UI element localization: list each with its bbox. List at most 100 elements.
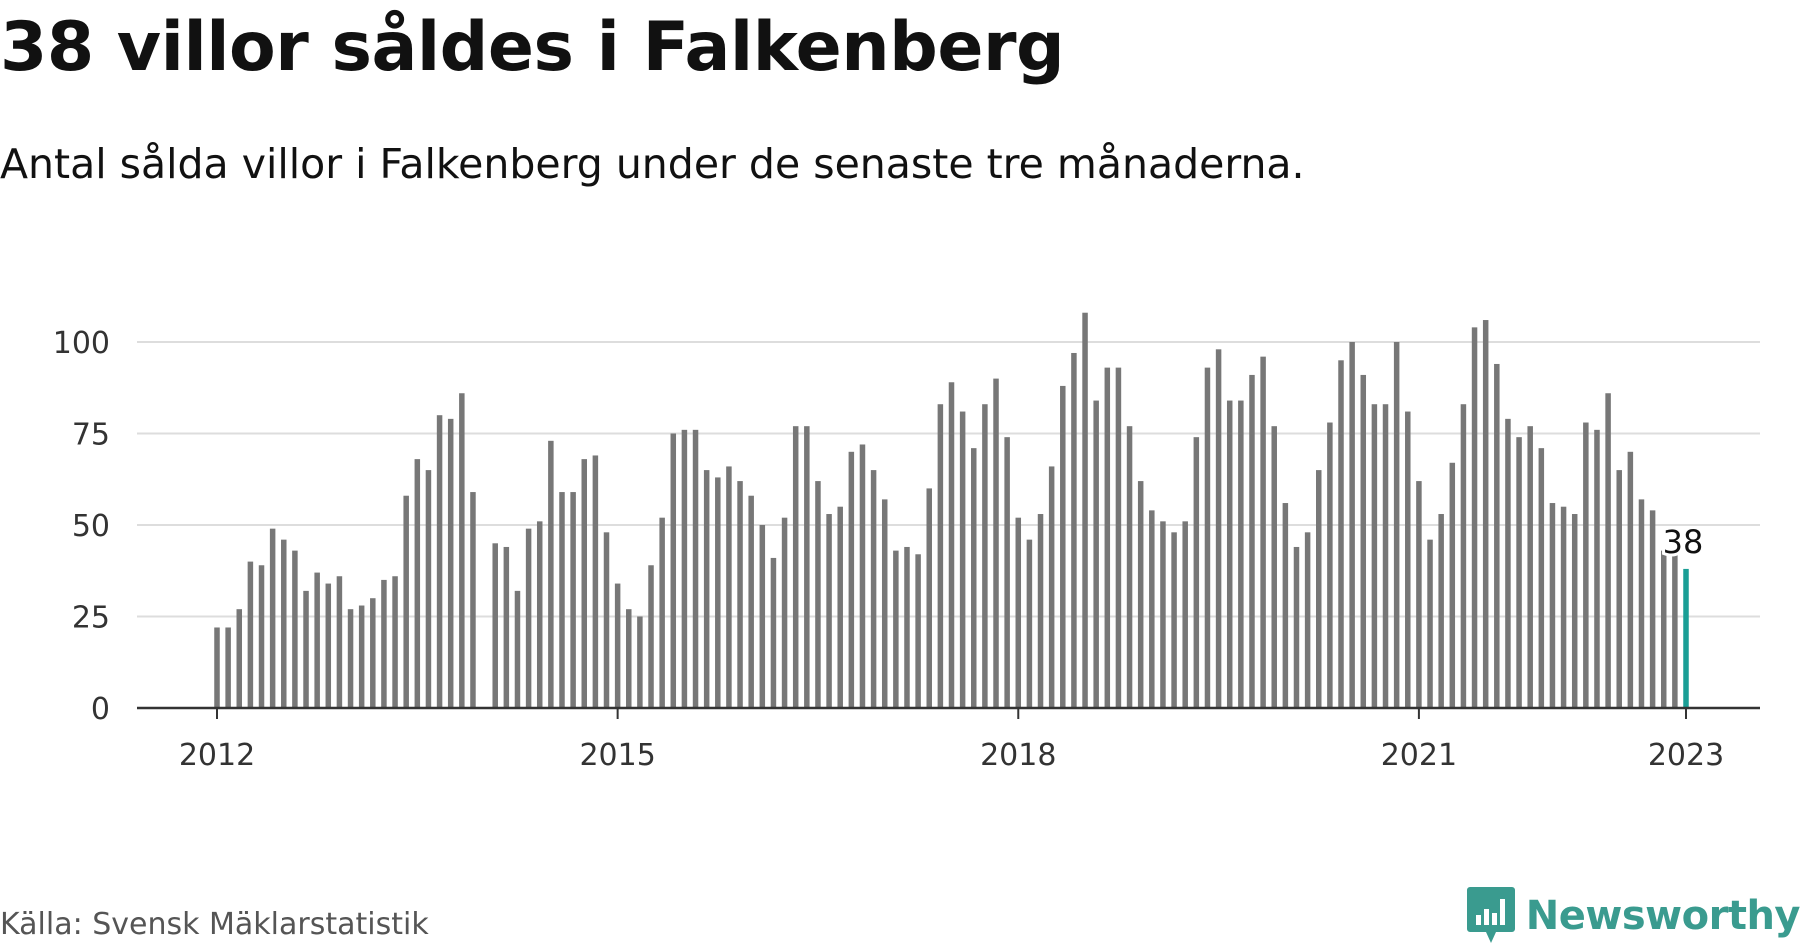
bar <box>258 565 265 708</box>
bar <box>715 477 721 708</box>
x-tick-label: 2015 <box>579 738 655 773</box>
y-tick-label: 0 <box>91 692 110 727</box>
bar <box>236 609 243 708</box>
bar <box>614 583 621 708</box>
bar <box>1594 429 1600 708</box>
bar <box>681 429 688 708</box>
y-tick-label: 100 <box>53 326 110 361</box>
bar <box>1048 466 1055 708</box>
y-tick-label: 75 <box>72 418 110 453</box>
bar <box>1527 426 1533 708</box>
bar <box>425 470 432 708</box>
bar <box>225 627 231 708</box>
bar <box>548 440 554 708</box>
bar <box>1215 349 1222 708</box>
bar <box>726 466 732 708</box>
bar <box>1104 367 1111 708</box>
bar <box>1204 367 1211 708</box>
bar <box>1538 448 1545 708</box>
bar <box>1672 554 1678 708</box>
x-tick-label: 2021 <box>1381 738 1457 773</box>
bar <box>748 495 754 708</box>
x-tick-label: 2012 <box>179 738 255 773</box>
bar <box>926 488 932 708</box>
bar <box>837 506 843 708</box>
bar <box>1171 532 1177 708</box>
bar <box>1260 356 1266 708</box>
source-note: Källa: Svensk Mäklarstatistik <box>0 907 429 942</box>
bar <box>1026 539 1033 708</box>
bar <box>1149 510 1155 708</box>
bar <box>269 528 276 708</box>
bar <box>1015 517 1022 708</box>
bar <box>1071 352 1077 708</box>
bar <box>1037 514 1044 708</box>
bar <box>492 543 498 708</box>
x-tick-label: 2018 <box>980 738 1056 773</box>
bar <box>692 429 699 708</box>
bar <box>1471 327 1478 708</box>
bar <box>1605 393 1611 708</box>
bar <box>848 451 855 708</box>
bar <box>470 492 476 708</box>
y-tick-label: 50 <box>72 509 110 544</box>
bar <box>592 455 599 708</box>
bar <box>948 382 955 708</box>
newsworthy-logo[interactable]: Newsworthy <box>1466 885 1800 947</box>
bar <box>670 433 677 708</box>
bar <box>1516 437 1522 708</box>
bar <box>1060 385 1066 708</box>
bar <box>982 404 988 708</box>
bar <box>536 521 543 708</box>
bar <box>781 517 788 708</box>
bar <box>904 546 910 708</box>
bar <box>392 576 398 708</box>
bar <box>1327 422 1333 708</box>
bar <box>870 470 877 708</box>
bar <box>1093 400 1099 708</box>
bar <box>1649 510 1656 708</box>
bar <box>1282 503 1289 708</box>
bar <box>648 565 654 708</box>
bar <box>1638 499 1645 708</box>
bar <box>959 411 966 708</box>
bar <box>581 459 587 708</box>
bar <box>1405 411 1411 708</box>
bar <box>214 627 220 708</box>
bar <box>414 459 421 708</box>
bar <box>659 517 665 708</box>
bar <box>514 590 521 708</box>
bar <box>1115 367 1122 708</box>
bar <box>1549 503 1556 708</box>
bar <box>1627 451 1634 708</box>
x-tick-label: 2023 <box>1648 738 1724 773</box>
bar <box>1193 437 1200 708</box>
bar <box>1416 481 1422 708</box>
bar <box>1494 363 1500 708</box>
bar <box>347 609 354 708</box>
bar <box>436 415 443 708</box>
bar <box>1293 546 1300 708</box>
bar <box>826 514 832 708</box>
bar <box>403 495 409 708</box>
bar <box>792 426 799 708</box>
bar <box>1571 514 1578 708</box>
labels: 0 25 50 75 100 2012 2015 2018 2021 2023 38 <box>53 326 1724 773</box>
bar <box>303 590 309 708</box>
bar <box>381 579 387 708</box>
bar <box>1271 426 1277 708</box>
bar <box>1316 470 1322 708</box>
bar <box>370 598 376 708</box>
bar <box>1304 532 1311 708</box>
bar <box>281 539 287 708</box>
bar <box>570 492 576 708</box>
bar <box>1249 374 1255 708</box>
bar <box>1082 312 1088 708</box>
bar <box>637 616 643 708</box>
bar <box>292 550 298 708</box>
chart-title: 38 villor såldes i Falkenberg <box>0 8 1065 87</box>
bar <box>1438 514 1444 708</box>
bar <box>626 609 632 708</box>
bar-highlight <box>1683 568 1689 708</box>
bar <box>1505 418 1511 708</box>
